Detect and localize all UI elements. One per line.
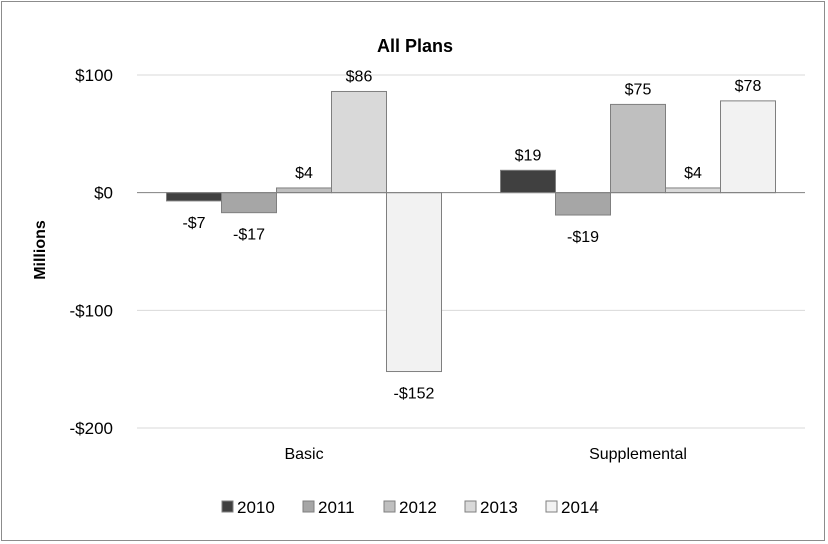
bar-basic-2010 <box>166 192 222 202</box>
x-category-labels: Basic Supplemental <box>284 446 686 463</box>
legend-label-2010: 2010 <box>237 498 275 517</box>
bar-supplemental-2010 <box>500 169 556 194</box>
data-label-supplemental-2012: $75 <box>625 81 652 98</box>
bar-basic-2014 <box>386 192 442 373</box>
data-label-supplemental-2010: $19 <box>515 147 542 164</box>
legend-label-2014: 2014 <box>561 498 599 517</box>
legend-label-2012: 2012 <box>399 498 437 517</box>
y-axis-title: Millions <box>32 220 49 280</box>
x-category-label: Basic <box>284 446 323 463</box>
data-labels: -$7 -$17 $4 $86 -$152 $19 -$19 $75 $4 $78 <box>182 68 761 402</box>
y-tick-label: -$100 <box>70 301 113 320</box>
y-tick-label: $100 <box>75 66 113 85</box>
y-tick-label: $0 <box>94 184 113 203</box>
legend-swatch-2014 <box>545 500 558 513</box>
data-label-supplemental-2013: $4 <box>684 165 702 182</box>
y-tick-labels: $100 $0 -$100 -$200 <box>70 66 113 438</box>
legend-label-2013: 2013 <box>480 498 518 517</box>
bars <box>166 90 776 373</box>
bar-basic-2011 <box>221 192 277 214</box>
gridlines <box>137 74 805 429</box>
data-label-basic-2011: -$17 <box>233 227 265 244</box>
bar-supplemental-2012 <box>610 103 666 194</box>
data-label-supplemental-2011: -$19 <box>567 229 599 246</box>
legend-swatch-2011 <box>302 500 315 513</box>
legend-swatch-2010 <box>221 500 234 513</box>
data-label-basic-2010: -$7 <box>182 215 205 232</box>
bar-basic-2012 <box>276 187 332 194</box>
data-label-basic-2014: -$152 <box>394 386 435 403</box>
legend-swatch-2012 <box>383 500 396 513</box>
data-label-basic-2013: $86 <box>346 68 373 85</box>
bar-supplemental-2013 <box>665 187 721 194</box>
bar-supplemental-2014 <box>720 100 776 194</box>
data-label-supplemental-2014: $78 <box>735 78 762 95</box>
legend-swatch-2013 <box>464 500 477 513</box>
x-category-label: Supplemental <box>589 446 687 463</box>
legend: 2010 2011 2012 2013 2014 <box>221 498 599 517</box>
bar-supplemental-2011 <box>555 192 611 216</box>
chart-title: All Plans <box>377 36 453 56</box>
y-tick-label: -$200 <box>70 419 113 438</box>
legend-label-2011: 2011 <box>318 498 355 517</box>
bar-basic-2013 <box>331 90 387 194</box>
data-label-basic-2012: $4 <box>295 165 313 182</box>
